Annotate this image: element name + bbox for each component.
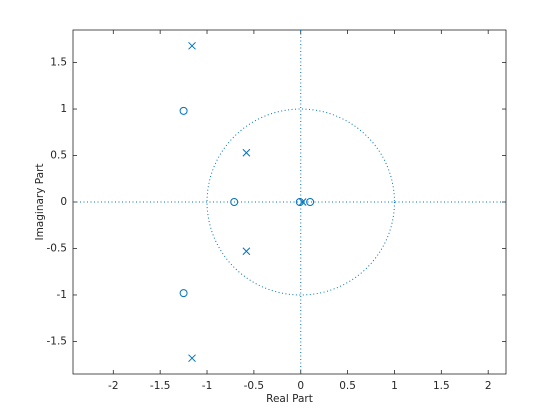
x-tick-label: -0.5 — [244, 380, 265, 392]
y-tick-label: -0.5 — [47, 242, 68, 254]
y-tick-label: 0 — [60, 196, 67, 208]
x-tick-label: 0.5 — [339, 380, 356, 392]
x-tick-label: 0 — [297, 380, 304, 392]
unit-circle — [206, 108, 395, 296]
x-tick-label: -1 — [202, 380, 212, 392]
x-tick-label: 1.5 — [433, 380, 450, 392]
zero-marker — [230, 198, 239, 206]
pole-marker — [242, 148, 251, 157]
zero-marker — [179, 289, 188, 298]
x-tick-label: -1.5 — [150, 380, 171, 392]
pole-marker — [242, 247, 251, 256]
y-tick-label: -1 — [57, 289, 67, 301]
zero-marker — [306, 198, 315, 206]
pole-marker — [298, 198, 307, 206]
x-tick-label: -2 — [108, 380, 118, 392]
zero-marker — [179, 106, 188, 115]
y-tick-label: 0.5 — [50, 150, 67, 162]
x-axis-label: Real Part — [266, 393, 313, 405]
y-tick-label: 1 — [60, 103, 67, 115]
y-tick-label: -1.5 — [47, 335, 68, 347]
pole-marker — [188, 41, 196, 50]
y-axis-label: Imaginary Part — [34, 163, 46, 240]
x-tick-label: 1 — [391, 380, 398, 392]
x-tick-label: 2 — [485, 380, 492, 392]
pole-marker — [188, 354, 196, 363]
y-tick-label: 1.5 — [50, 57, 67, 69]
